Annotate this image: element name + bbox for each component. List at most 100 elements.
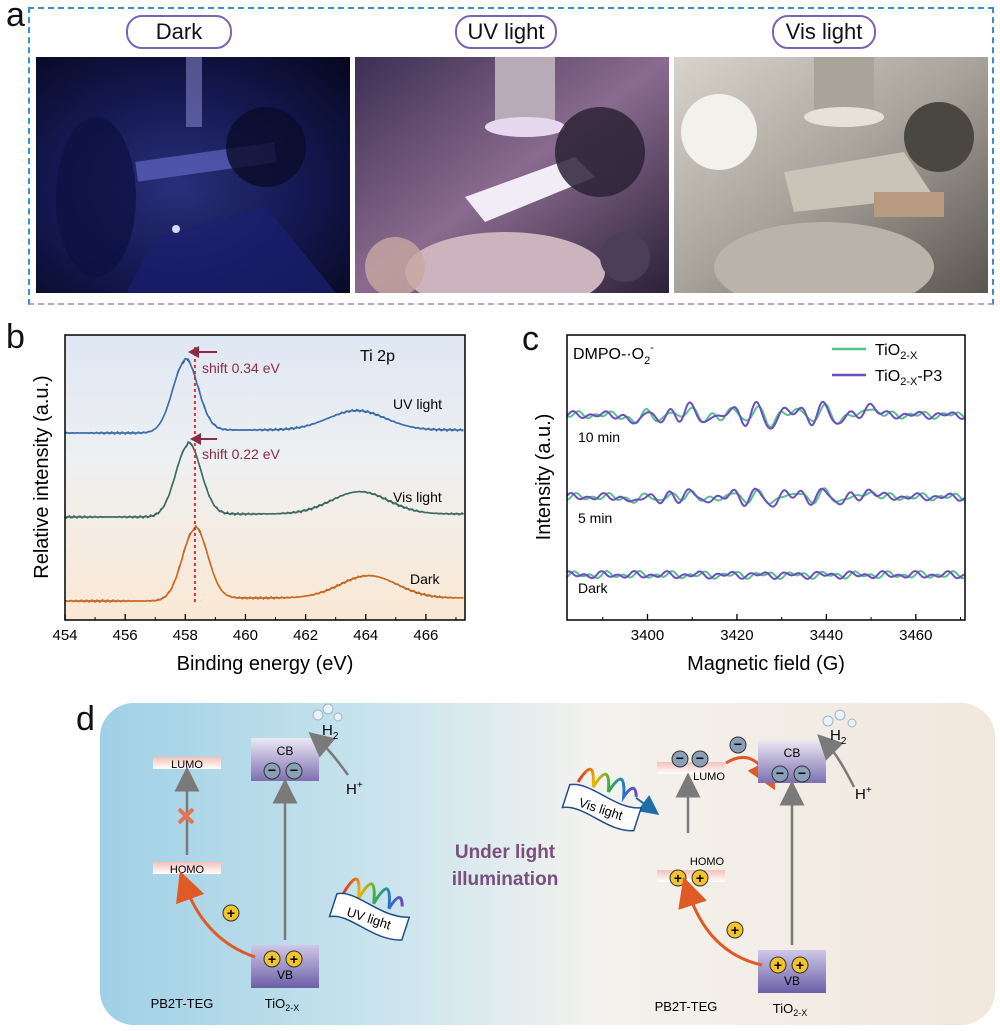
left-hole-transfer-arrow <box>176 870 256 959</box>
epr-title: DMPO-·O2- <box>573 342 654 367</box>
right-cb-band <box>758 740 826 783</box>
trace-label-dark: Dark <box>410 571 441 587</box>
svg-text:−: − <box>776 765 784 781</box>
xps-x-tick-label: 458 <box>173 627 198 644</box>
hole-icon: + <box>769 956 787 974</box>
left-hplus-label: H+ <box>346 780 363 798</box>
right-homo-label: HOMO <box>690 856 725 868</box>
left-h2-label: H2 <box>322 722 339 742</box>
epr-x-tick-label: 3440 <box>810 627 843 644</box>
epr-trace-tio2x-p3-10-min <box>566 400 965 430</box>
xps-plot-background <box>65 335 465 620</box>
epr-x-axis-label: Magnetic field (G) <box>687 653 845 675</box>
svg-text:+: + <box>731 922 739 938</box>
epr-x-tick-label: 3400 <box>631 627 664 644</box>
xps-x-tick-label: 460 <box>233 627 258 644</box>
uv-light-icon: UV light <box>328 877 411 941</box>
hole-icon: + <box>691 869 709 887</box>
xps-trace-dark <box>65 524 464 604</box>
svg-text:+: + <box>227 905 235 921</box>
mechanism-diagram: Under light illumination LUMO HOMO CB − … <box>100 703 995 1025</box>
left-material-tio2x: TiO2-X <box>265 996 299 1013</box>
xps-x-tick-label: 462 <box>293 627 318 644</box>
right-homo-level <box>657 870 725 882</box>
epr-legend: TiO2-X TiO2-X-P3 <box>832 342 942 388</box>
xps-trace-uv-light <box>64 357 464 436</box>
center-text-line2: illumination <box>452 869 559 890</box>
svg-text:−: − <box>734 736 742 752</box>
svg-text:−: − <box>696 750 704 766</box>
right-vb-label: VB <box>784 974 800 988</box>
xps-x-tick-label: 456 <box>113 627 138 644</box>
legend-label-tio2x: TiO2-X <box>875 342 918 362</box>
right-material-pb2t-teg: PB2T-TEG <box>655 999 718 1014</box>
left-lumo-label: LUMO <box>171 759 203 771</box>
hydrogen-bubbles-icon <box>822 709 857 728</box>
epr-trace-label-10min: 10 min <box>578 429 620 445</box>
diagram-background <box>100 703 995 1025</box>
label-vis-light: Vis light <box>772 15 876 49</box>
electron-icon: − <box>263 762 281 780</box>
svg-text:+: + <box>290 951 298 967</box>
epr-x-tick-label: 3460 <box>899 627 932 644</box>
shift-arrow-vis <box>190 433 217 445</box>
epr-trace-tio2x-dark <box>566 569 965 581</box>
label-dark: Dark <box>126 15 232 49</box>
electron-icon: − <box>671 750 689 768</box>
left-material-pb2t-teg: PB2T-TEG <box>151 996 214 1011</box>
right-h2-label: H2 <box>830 727 847 747</box>
epr-trace-label-5min: 5 min <box>578 510 612 526</box>
epr-y-axis-label: Intensity (a.u.) <box>533 414 555 541</box>
svg-text:+: + <box>796 957 804 973</box>
svg-text:−: − <box>290 762 298 778</box>
xps-plot-frame <box>64 334 466 621</box>
epr-trace-tio2x-p3-5-min <box>566 487 965 508</box>
panel-a-letter: a <box>6 0 25 34</box>
hole-icon: + <box>726 921 744 939</box>
xps-trace-vis-light <box>64 440 464 520</box>
left-homo-label: HOMO <box>170 864 205 876</box>
left-vb-label: VB <box>277 968 293 982</box>
photo-uv <box>355 57 669 293</box>
trace-label-uv: UV light <box>393 396 442 412</box>
right-hplus-label: H+ <box>855 785 872 803</box>
epr-trace-label-dark: Dark <box>578 580 609 596</box>
hole-icon: + <box>263 950 281 968</box>
legend-label-tio2x-p3: TiO2-X-P3 <box>875 368 942 388</box>
hydrogen-bubbles-icon <box>312 703 343 722</box>
svg-text:+: + <box>674 870 682 886</box>
svg-text:−: − <box>798 765 806 781</box>
xps-x-tick-label: 454 <box>52 627 77 644</box>
center-text-line1: Under light <box>455 842 556 863</box>
electron-icon: − <box>729 736 747 754</box>
shift-arrow-uv <box>188 346 217 358</box>
label-uv-light: UV light <box>455 15 557 49</box>
left-lumo-level <box>153 757 221 769</box>
vis-light-icon: Vis light <box>561 767 660 832</box>
hole-icon: + <box>222 904 240 922</box>
svg-text:−: − <box>676 750 684 766</box>
svg-text:+: + <box>774 957 782 973</box>
right-h2-evolution-arrow <box>817 734 856 788</box>
panel-d-letter: d <box>76 700 95 738</box>
svg-text:+: + <box>696 870 704 886</box>
right-cb-label: CB <box>784 746 801 760</box>
left-scheme: LUMO HOMO CB − − VB + + + H2 H+ UV light <box>151 703 411 1013</box>
right-scheme: LUMO − − − HOMO + + CB − − VB + + + H2 H… <box>561 709 872 1018</box>
right-material-tio2x: TiO2-X <box>773 1001 807 1018</box>
panel-b-letter: b <box>6 318 25 356</box>
left-vb-band <box>251 945 319 988</box>
right-lumo-label: LUMO <box>693 771 725 783</box>
xps-x-tick-label: 464 <box>353 627 378 644</box>
epr-x-tick-label: 3420 <box>720 627 753 644</box>
trace-label-vis: Vis light <box>393 489 442 505</box>
hole-icon: + <box>285 950 303 968</box>
epr-trace-tio2x-p3-dark <box>566 569 965 581</box>
panel-c-letter: c <box>522 320 539 358</box>
epr-chart: 3400 3420 3440 3460 DMPO-·O2- TiO2-X TiO2-X… <box>533 334 966 675</box>
electron-icon: − <box>285 762 303 780</box>
photo-dark <box>36 57 350 293</box>
left-cb-band <box>251 738 319 781</box>
svg-text:+: + <box>268 951 276 967</box>
xps-x-axis-label: Binding energy (eV) <box>177 653 354 675</box>
